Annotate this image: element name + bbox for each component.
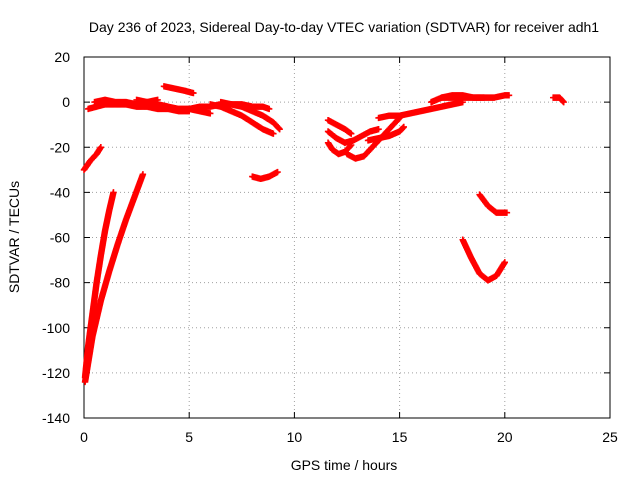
data-point-marker xyxy=(276,126,283,133)
series-arc-6 xyxy=(133,96,214,117)
x-tick-label: 0 xyxy=(80,429,88,445)
y-tick-label: -60 xyxy=(50,230,70,246)
data-point-marker xyxy=(110,189,117,196)
series-arc-20 xyxy=(438,92,513,101)
data-marks xyxy=(80,83,567,386)
x-tick-labels: 0 5 10 15 20 25 xyxy=(80,429,618,445)
series-arc-7 xyxy=(160,83,197,97)
x-axis-label: GPS time / hours xyxy=(291,457,398,473)
data-point-marker xyxy=(505,92,513,99)
y-tick-label: -20 xyxy=(50,139,70,155)
x-tick-label: 10 xyxy=(287,429,303,445)
series-arc-15 xyxy=(324,126,382,146)
y-tick-label: -120 xyxy=(42,365,70,381)
series-arc-1 xyxy=(80,144,105,174)
data-point-marker xyxy=(560,98,567,106)
x-tick-label: 20 xyxy=(497,429,513,445)
y-tick-label: -40 xyxy=(50,184,70,200)
series-arc-17 xyxy=(364,123,408,144)
data-point-marker xyxy=(375,126,382,133)
y-tick-label: 20 xyxy=(54,49,70,65)
series-arc-21 xyxy=(476,191,511,216)
data-point-marker xyxy=(207,110,214,117)
data-point-marker xyxy=(139,171,147,178)
chart-title: Day 236 of 2023, Sidereal Day-to-day VTE… xyxy=(89,19,599,35)
x-tick-label: 25 xyxy=(602,429,618,445)
series-arc-13 xyxy=(324,116,355,137)
data-point-marker xyxy=(348,130,355,137)
data-point-marker xyxy=(503,209,511,216)
data-point-marker xyxy=(190,89,197,97)
y-tick-labels: -140 -120 -100 -80 -60 -40 -20 0 20 xyxy=(42,49,70,426)
y-tick-label: -80 xyxy=(50,275,70,291)
axis-ticks xyxy=(83,56,611,419)
series-arc-18 xyxy=(375,98,466,122)
data-point-marker xyxy=(274,168,281,176)
data-point-marker xyxy=(501,259,508,266)
data-point-marker xyxy=(270,130,277,137)
series-arc-11 xyxy=(228,101,273,113)
data-point-marker xyxy=(97,144,105,151)
series-arc-22 xyxy=(459,236,508,284)
series-arc-12 xyxy=(249,168,281,183)
series-arc-23 xyxy=(549,94,567,106)
series-arc-3 xyxy=(81,171,147,386)
y-tick-label: -100 xyxy=(42,320,70,336)
x-tick-label: 15 xyxy=(392,429,408,445)
y-axis-label: SDTVAR / TECUs xyxy=(6,181,22,293)
data-point-marker xyxy=(400,123,408,131)
y-tick-label: -140 xyxy=(42,410,70,426)
y-tick-label: 0 xyxy=(62,94,70,110)
series-arc-14 xyxy=(324,139,355,158)
data-point-marker xyxy=(265,105,273,113)
x-tick-label: 5 xyxy=(185,429,193,445)
